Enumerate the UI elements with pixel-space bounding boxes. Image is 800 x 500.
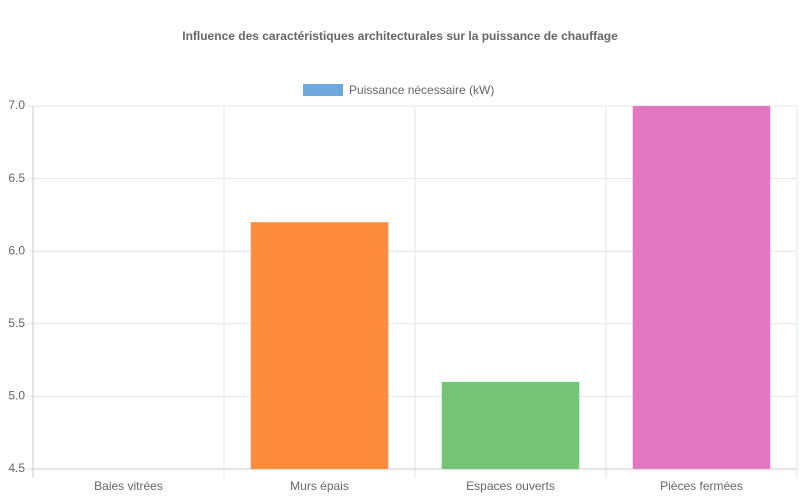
bars xyxy=(250,106,771,469)
y-tick-label: 4.5 xyxy=(8,461,25,475)
bar xyxy=(441,381,580,469)
bar xyxy=(632,106,771,469)
y-tick-label: 5.0 xyxy=(8,389,25,403)
chart-title: Influence des caractéristiques architect… xyxy=(182,29,618,43)
legend-swatch xyxy=(303,84,343,96)
x-tick-label: Baies vitrées xyxy=(94,479,163,493)
x-tick-label: Murs épais xyxy=(290,479,349,493)
x-tick-label: Pièces fermées xyxy=(660,479,743,493)
y-tick-label: 7.0 xyxy=(8,98,25,112)
y-tick-label: 6.0 xyxy=(8,243,25,257)
bar xyxy=(250,222,389,469)
y-tick-label: 5.5 xyxy=(8,316,25,330)
x-tick-label: Espaces ouverts xyxy=(466,479,555,493)
legend-label: Puissance nécessaire (kW) xyxy=(349,83,494,97)
y-tick-label: 6.5 xyxy=(8,171,25,185)
